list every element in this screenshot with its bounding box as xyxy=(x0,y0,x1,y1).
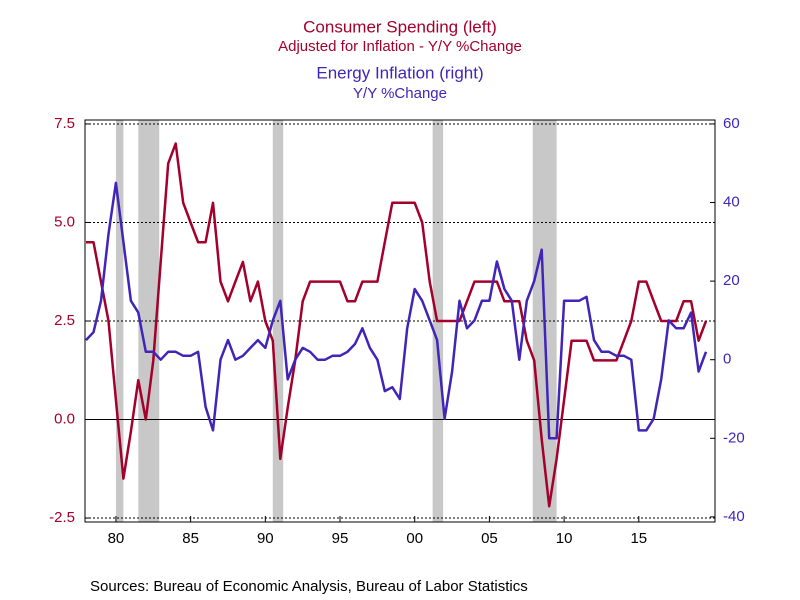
x-tick-label: 90 xyxy=(257,530,274,547)
chart-title-2: Energy Inflation (right) xyxy=(316,63,483,82)
series-line xyxy=(86,142,708,508)
chart-subtitle-2: Y/Y %Change xyxy=(353,85,447,102)
x-tick-label: 15 xyxy=(630,530,647,547)
recession-band xyxy=(138,120,160,522)
y-tick-label: 0.0 xyxy=(54,410,75,427)
y2-tick-label: 20 xyxy=(723,272,740,289)
x-tick-label: 95 xyxy=(332,530,349,547)
x-tick-label: 85 xyxy=(182,530,199,547)
y2-tick-label: -20 xyxy=(723,429,745,446)
source-note: Sources: Bureau of Economic Analysis, Bu… xyxy=(90,578,528,595)
plot-frame xyxy=(84,119,716,523)
x-tick-label: 10 xyxy=(556,530,573,547)
y2-tick-label: -40 xyxy=(723,508,745,525)
y2-tick-label: 60 xyxy=(723,115,740,132)
chart-title: Consumer Spending (left) xyxy=(303,17,497,36)
x-tick-label: 00 xyxy=(406,530,423,547)
y-tick-label: 5.0 xyxy=(54,213,75,230)
y-tick-label: -2.5 xyxy=(49,509,75,526)
x-tick-label: 05 xyxy=(481,530,498,547)
y2-tick-label: 0 xyxy=(723,351,731,368)
y-tick-label: 7.5 xyxy=(54,115,75,132)
y2-tick-label: 40 xyxy=(723,193,740,210)
chart-subtitle: Adjusted for Inflation - Y/Y %Change xyxy=(278,38,522,55)
recession-band xyxy=(115,120,124,522)
y-tick-label: 2.5 xyxy=(54,312,75,329)
x-tick-label: 80 xyxy=(108,530,125,547)
series-line xyxy=(85,181,708,440)
